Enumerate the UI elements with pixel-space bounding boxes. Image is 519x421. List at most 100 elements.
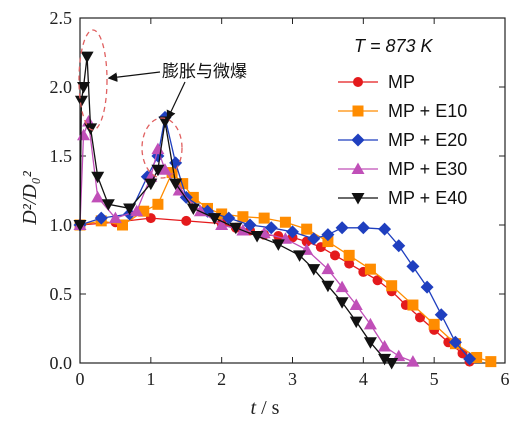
x-tick-label: 1 (146, 369, 155, 389)
data-point (344, 258, 355, 269)
data-point (321, 280, 335, 293)
data-point (151, 142, 165, 155)
legend-marker (351, 133, 365, 147)
data-point (386, 280, 398, 292)
data-point (77, 128, 91, 141)
legend-entry: MP + E40 (338, 188, 467, 208)
y-tick-label: 0.0 (50, 353, 73, 373)
data-point (406, 355, 420, 367)
data-point (321, 262, 335, 275)
legend: T = 873 K MP MP + E10 MP + E20 MP + E30 MP +… (338, 36, 467, 208)
data-point (177, 178, 189, 190)
data-point (420, 280, 434, 294)
data-point (74, 95, 88, 108)
data-point (335, 297, 349, 309)
x-tick-label: 2 (217, 369, 226, 389)
x-tick-label: 6 (501, 369, 510, 389)
x-tick-label: 5 (430, 369, 439, 389)
legend-entry: MP + E20 (338, 130, 467, 150)
data-point (258, 212, 270, 224)
data-point (471, 351, 483, 363)
data-point (94, 211, 108, 225)
data-point (152, 198, 164, 210)
data-point (286, 225, 299, 239)
data-point (264, 221, 278, 235)
data-point (434, 308, 448, 322)
data-point (343, 249, 355, 261)
data-point (385, 358, 399, 370)
data-point (158, 163, 172, 175)
legend-marker (351, 162, 365, 174)
y-axis-label: D²/D₀² (19, 170, 41, 225)
data-point (378, 222, 392, 236)
data-point (271, 239, 285, 251)
data-point (406, 259, 420, 273)
x-tick-label: 0 (76, 369, 85, 389)
data-point (222, 211, 236, 225)
data-point (485, 356, 497, 368)
legend-entry: MP + E30 (338, 159, 467, 179)
data-point (151, 164, 165, 177)
data-point (186, 203, 200, 215)
data-point (330, 250, 340, 261)
data-point (208, 213, 222, 225)
data-point (321, 228, 335, 242)
data-point (293, 250, 307, 262)
data-point (415, 312, 425, 323)
legend-title: T = 873 K (354, 36, 434, 56)
data-point (448, 335, 462, 349)
y-tick-label: 0.5 (50, 284, 73, 304)
y-tick-label: 1.0 (50, 215, 73, 235)
data-point (301, 223, 313, 235)
data-point (335, 280, 349, 293)
data-point (108, 211, 122, 224)
annotation-label: 膨胀与微爆 (162, 62, 247, 82)
y-tick-label: 1.5 (50, 146, 73, 166)
legend-marker (352, 105, 364, 117)
data-point (335, 221, 349, 235)
data-point (237, 211, 249, 223)
data-point (372, 275, 383, 286)
x-axis-label: t / s (251, 397, 280, 419)
data-point (307, 232, 321, 246)
data-point (463, 352, 477, 366)
data-point (138, 205, 150, 217)
data-point (73, 220, 87, 232)
data-point (229, 222, 243, 235)
data-point (169, 178, 183, 191)
data-point (349, 316, 363, 329)
series-5 (73, 51, 399, 370)
x-tick-label: 3 (288, 369, 297, 389)
data-point (356, 221, 370, 235)
annotation-arrow-right (166, 81, 186, 121)
legend-marker (353, 77, 363, 87)
legend-label: MP + E10 (388, 101, 467, 121)
data-point (349, 298, 363, 311)
data-point (378, 353, 392, 366)
data-point (250, 231, 264, 243)
annotation-ellipse-right (141, 117, 183, 179)
y-tick-label: 2.5 (50, 8, 73, 28)
data-point (236, 224, 250, 236)
data-point (166, 167, 178, 179)
data-point (187, 191, 199, 203)
series-lines (73, 51, 497, 370)
annotation-ellipse-left (78, 29, 108, 131)
legend-label: MP + E20 (388, 130, 467, 150)
series-4 (73, 115, 420, 367)
data-point (77, 82, 91, 94)
data-point (378, 339, 392, 352)
data-point (307, 264, 321, 276)
data-point (279, 216, 291, 228)
annotation-arrow-left (107, 71, 161, 82)
legend-entry: MP + E10 (338, 101, 467, 121)
data-point (80, 51, 94, 64)
data-point (243, 218, 257, 232)
data-point (101, 199, 115, 211)
data-point (91, 171, 105, 184)
x-tick-label: 4 (359, 369, 368, 389)
data-point (215, 218, 229, 230)
data-point (117, 219, 128, 231)
legend-label: MP + E40 (388, 188, 467, 208)
